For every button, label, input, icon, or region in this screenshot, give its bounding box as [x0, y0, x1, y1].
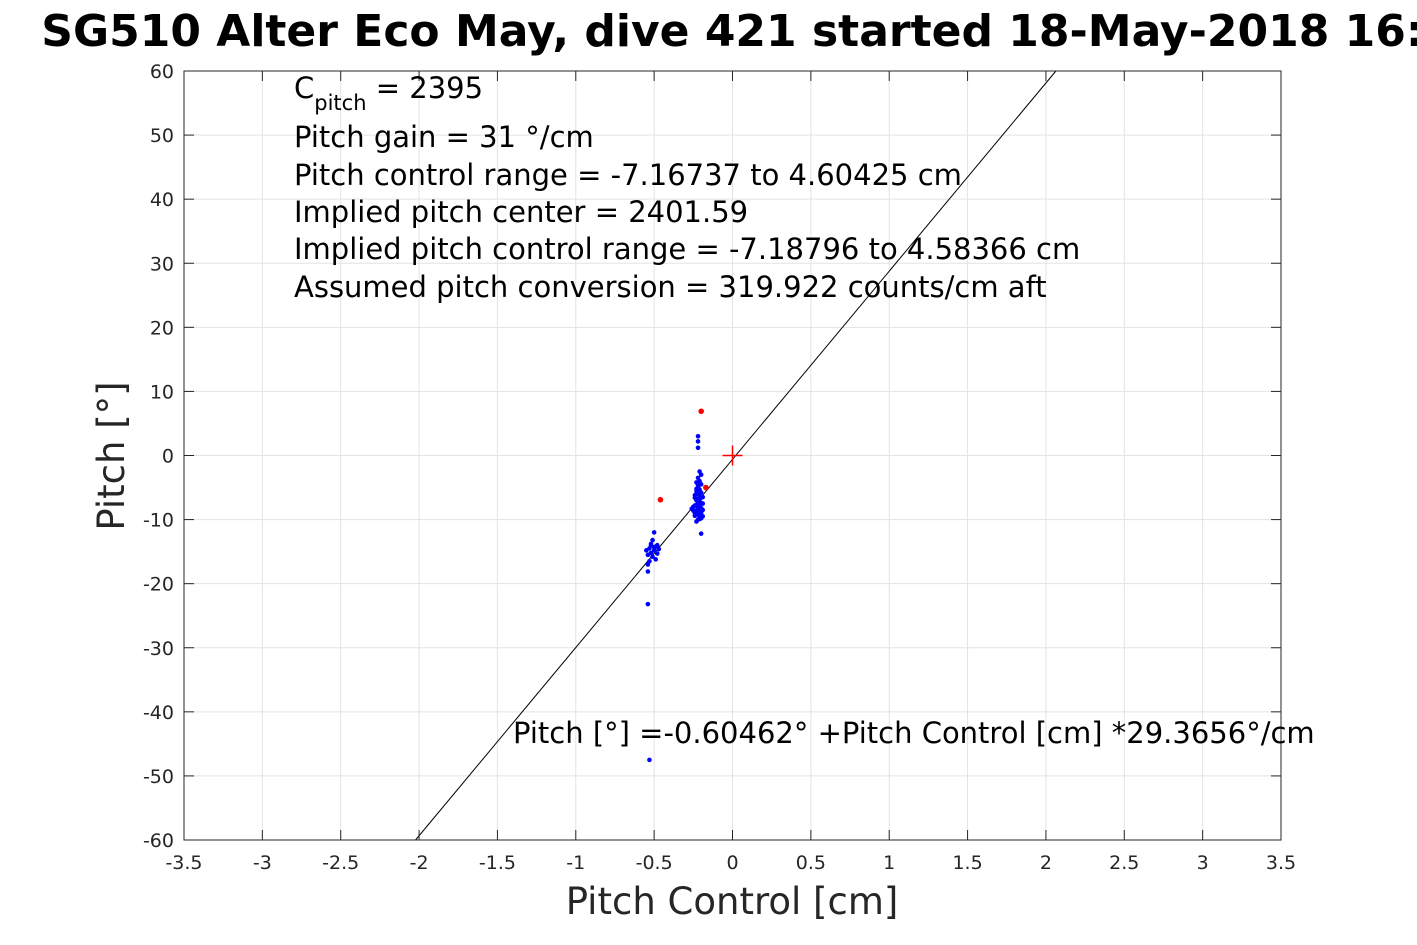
data-point-blue	[697, 516, 702, 522]
data-point-blue	[654, 551, 660, 556]
data-point-blue	[650, 537, 655, 543]
data-point-blue	[694, 486, 699, 492]
cpitch-subscript: pitch	[314, 91, 366, 115]
data-point-blue	[694, 503, 699, 509]
data-point-blue	[692, 510, 698, 516]
data-points	[644, 408, 709, 763]
x-tick-label: -1.5	[479, 852, 516, 874]
x-tick-label: 3.5	[1266, 852, 1296, 874]
center-marker	[722, 445, 743, 466]
data-point-blue	[647, 757, 652, 763]
x-tick-label: -3	[253, 852, 272, 874]
chart-title: SG510 Alter Eco May, dive 421 started 18…	[41, 6, 1417, 57]
data-point-blue	[698, 472, 704, 478]
y-tick-label: -30	[143, 638, 174, 660]
data-point-blue	[656, 546, 662, 552]
x-tick-label: 2	[1040, 852, 1052, 874]
annotation-pitch-conversion: Assumed pitch conversion = 319.922 count…	[294, 270, 1047, 304]
x-tick-label: 2.5	[1109, 852, 1139, 874]
data-point-red	[698, 408, 704, 415]
data-point-blue	[695, 433, 701, 439]
annotation-implied-pitch-center: Implied pitch center = 2401.59	[294, 195, 748, 229]
data-point-blue	[644, 548, 649, 553]
data-point-blue	[700, 501, 706, 506]
annotation-implied-control-range: Implied pitch control range = -7.18796 t…	[294, 232, 1080, 266]
y-tick-label: -40	[143, 702, 174, 724]
annotation-cpitch: Cpitch = 2395	[294, 71, 483, 115]
data-point-blue	[695, 445, 701, 451]
data-point-blue	[645, 552, 651, 558]
x-tick-label: -2	[410, 852, 429, 874]
plot-area	[183, 70, 1282, 841]
data-point-red	[703, 484, 709, 491]
cpitch-value: = 2395	[367, 71, 484, 105]
y-tick-label: 30	[150, 253, 174, 275]
x-tick-label: 0.5	[796, 852, 826, 874]
x-tick-label: -1	[566, 852, 585, 874]
data-point-blue	[645, 569, 651, 574]
data-point-blue	[651, 530, 657, 535]
data-point-red	[657, 496, 664, 503]
data-point-blue	[651, 544, 657, 550]
x-axis-label: Pitch Control [cm]	[566, 880, 899, 923]
x-tick-label: 1	[883, 852, 895, 874]
data-point-blue	[695, 482, 701, 488]
x-tick-labels: -3.5 -3 -2.5 -2 -1.5 -1 -0.5 0 0.5 1 1.5 2 2.5 3 3.5	[165, 852, 1296, 874]
data-point-blue	[645, 601, 651, 607]
data-point-blue	[692, 495, 698, 501]
x-tick-label: -3.5	[165, 852, 202, 874]
y-tick-label: 20	[150, 317, 174, 339]
y-tick-label: 60	[150, 61, 174, 83]
x-tick-label: 0	[726, 852, 738, 874]
annotation-pitch-gain: Pitch gain = 31 °/cm	[294, 120, 594, 154]
y-tick-label: 0	[162, 446, 174, 468]
data-point-blue	[700, 494, 706, 500]
data-point-blue	[653, 557, 659, 562]
annotation-pitch-control-range: Pitch control range = -7.16737 to 4.6042…	[294, 158, 962, 192]
y-tick-label: 40	[150, 189, 174, 211]
y-tick-label: -60	[143, 830, 174, 852]
x-tick-label: 3	[1197, 852, 1209, 874]
y-tick-label: -10	[143, 510, 174, 532]
annotation-fit-equation: Pitch [°] =-0.60462° +Pitch Control [cm]…	[513, 716, 1315, 750]
x-tick-label: 1.5	[952, 852, 982, 874]
y-tick-label: -20	[143, 574, 174, 596]
y-tick-labels: -60 -50 -40 -30 -20 -10 0 10 20 30 40 50 60	[143, 61, 174, 852]
annotation-block: Cpitch = 2395 Pitch gain = 31 °/cm Pitch…	[294, 71, 1315, 750]
cpitch-symbol: C	[294, 71, 314, 105]
data-point-blue	[651, 548, 657, 553]
x-tick-label: -0.5	[636, 852, 673, 874]
data-point-blue	[650, 554, 655, 560]
data-point-blue	[694, 519, 699, 524]
data-point-blue	[700, 507, 706, 513]
tick-marks	[183, 70, 1282, 841]
x-tick-label: -2.5	[322, 852, 359, 874]
data-point-blue	[695, 439, 701, 444]
y-tick-label: -50	[143, 766, 174, 788]
data-point-blue	[698, 531, 704, 536]
data-point-blue	[645, 562, 651, 567]
y-axis-label: Pitch [°]	[90, 381, 133, 530]
y-tick-label: 50	[150, 125, 174, 147]
data-point-blue	[648, 541, 654, 547]
y-tick-label: 10	[150, 381, 174, 403]
data-point-blue	[700, 514, 706, 519]
